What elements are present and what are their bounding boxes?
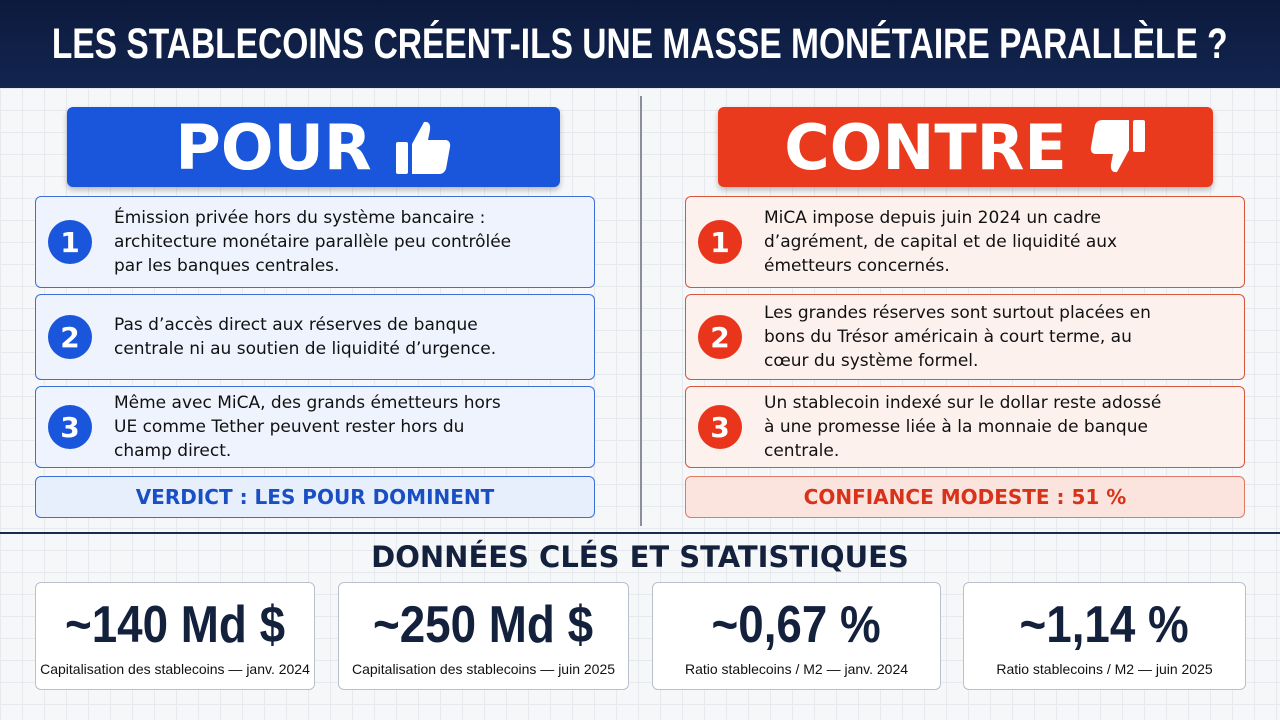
verdict: CONFIANCE MODESTE : 51 %: [685, 476, 1245, 518]
pour-button: POUR: [67, 107, 560, 187]
verdict: VERDICT : LES POUR DOMINENT: [35, 476, 595, 518]
item-text: Pas d’accès direct aux réserves de banqu…: [114, 315, 497, 359]
item-text: Un stablecoin indexé sur le dollar reste…: [764, 393, 1162, 461]
thumb-up-icon: [395, 121, 450, 174]
item-text: Même avec MiCA, des grands émetteurs hor…: [114, 393, 501, 461]
stat-label: Ratio stablecoins / M2 — janv. 2024: [684, 661, 909, 677]
contre-item: 1 MiCA impose depuis juin 2024 un cadre d…: [685, 196, 1245, 288]
stat-value: ~1,14 %: [1019, 596, 1190, 654]
stat-value: ~0,67 %: [711, 596, 882, 654]
item-text: Émission privée hors du système bancaire…: [114, 208, 512, 276]
contre-item: 3 Un stablecoin indexé sur le dollar rest…: [685, 386, 1245, 468]
stat-card: ~1,14 % Ratio stablecoins / M2 — juin 202…: [963, 582, 1246, 690]
stat-card: ~250 Md $ Capitalisation des stablecoins …: [338, 582, 629, 690]
pour-label: POUR: [175, 110, 372, 184]
contre-button: CONTRE: [718, 107, 1213, 187]
item-number: 1: [48, 220, 92, 264]
thumb-down-icon: [1090, 120, 1145, 173]
item-text: MiCA impose depuis juin 2024 un cadre d’…: [764, 208, 1118, 276]
stat-value: ~140 Md $: [64, 596, 286, 654]
contre-item: 2 Les grandes réserves sont surtout placé…: [685, 294, 1245, 380]
item-number: 2: [698, 315, 742, 359]
header: LES STABLECOINS CRÉENT-ILS UNE MASSE MON…: [0, 0, 1280, 88]
stat-label: Capitalisation des stablecoins — janv. 2…: [40, 661, 310, 677]
item-text: Les grandes réserves sont surtout placée…: [764, 303, 1151, 371]
stats-title: DONNÉES CLÉS ET STATISTIQUES: [371, 540, 909, 574]
item-number: 3: [698, 405, 742, 449]
divider: [640, 96, 642, 526]
stat-card: ~0,67 % Ratio stablecoins / M2 — janv. 20…: [652, 582, 941, 690]
pour-item: 1 Émission privée hors du système bancair…: [35, 196, 595, 288]
stat-value: ~250 Md $: [373, 596, 594, 654]
stat-card: ~140 Md $ Capitalisation des stablecoins …: [35, 582, 315, 690]
pour-item: 2 Pas d’accès direct aux réserves de banq…: [35, 294, 595, 380]
separator: [0, 532, 1280, 534]
pour-item: 3 Même avec MiCA, des grands émetteurs ho…: [35, 386, 595, 468]
stat-label: Capitalisation des stablecoins — juin 20…: [351, 661, 616, 677]
item-number: 1: [698, 220, 742, 264]
title: LES STABLECOINS CRÉENT-ILS UNE MASSE MON…: [52, 19, 1228, 68]
stat-label: Ratio stablecoins / M2 — juin 2025: [996, 661, 1213, 677]
contre-label: CONTRE: [784, 110, 1067, 184]
item-number: 2: [48, 315, 92, 359]
item-number: 3: [48, 405, 92, 449]
